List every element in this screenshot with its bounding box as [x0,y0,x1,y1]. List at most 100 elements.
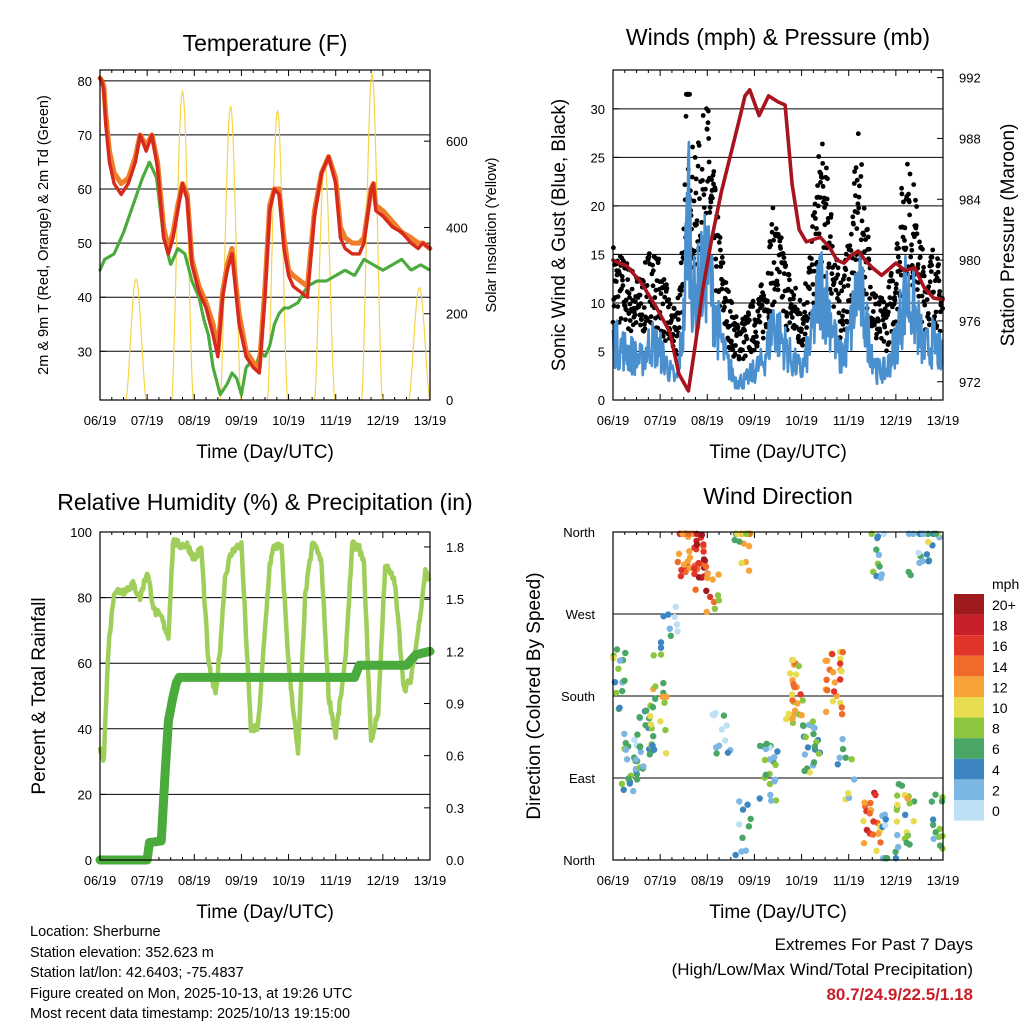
wind-speed-line [611,140,944,390]
direction-point [938,798,946,805]
gust-point [895,254,901,260]
gust-point [870,316,876,322]
direction-point [615,665,622,672]
gust-point [742,328,747,333]
direction-point [860,817,867,825]
direction-point [671,613,678,621]
latlon-text: Station lat/lon: 42.6403; -75.4837 [30,965,244,981]
gust-point [922,302,928,308]
gust-point [810,282,816,287]
gust-point [909,247,915,253]
gust-point [839,288,845,294]
gust-point [732,351,738,357]
humidity-ylabel: Percent & Total Rainfall [29,597,50,794]
gust-point [913,197,918,203]
direction-point [810,730,817,738]
gust-point [658,291,664,297]
humidity-y2tick-label: 0.0 [446,853,464,868]
gust-point [615,294,621,299]
insolation-curve [125,278,147,401]
gust-point [797,297,803,303]
direction-point [904,832,911,840]
direction-point [834,761,841,768]
gust-point [722,304,727,310]
gust-point [800,342,805,348]
direction-point [652,695,659,702]
gust-point [746,312,752,317]
speed-legend-label: 18 [992,618,1008,634]
direction-point [649,704,657,711]
gust-point [784,313,790,319]
gust-point [864,291,869,297]
wind_direction-ylabel: Direction (Colored By Speed) [524,572,545,819]
direction-point [622,746,630,753]
winds-ytick-label: 20 [591,199,605,214]
direction-point [837,660,844,667]
direction-point [798,712,805,719]
gust-point [678,260,684,266]
gust-point [908,254,914,260]
gust-point [780,293,786,299]
gust-point [800,321,806,326]
gust-point [921,265,926,270]
direction-point [643,707,650,714]
gust-point [850,214,856,220]
direction-point [762,771,770,778]
direction-point [632,756,640,763]
gust-point [825,176,830,182]
gust-point [677,292,683,298]
gust-point [810,224,815,230]
direction-point [860,840,868,847]
gust-point [662,294,668,300]
gust-point [795,307,800,312]
direction-point [839,735,846,743]
gust-point [620,277,625,283]
temperature-ytick-label: 30 [78,344,92,359]
speed-legend-label: 20+ [992,597,1016,613]
direction-point [810,759,818,766]
elevation-text: Station elevation: 352.623 m [30,944,214,961]
direction-point [788,691,796,698]
direction-point [761,756,769,764]
gust-point [744,336,750,342]
direction-point [650,733,657,740]
winds-ytick-label: 30 [591,102,605,117]
gust-point [848,231,854,237]
wind_direction-xtick-label: 06/19 [597,873,630,888]
gust-point [856,194,862,200]
gust-point [754,334,759,339]
direction-point [789,656,797,664]
gust-point [832,262,838,268]
direction-point [612,689,620,697]
gust-point [627,295,632,300]
direction-point [637,748,644,756]
direction-point [713,744,720,751]
direction-point [804,744,812,751]
speed-legend-label: 8 [992,721,1000,737]
gust-point [759,282,764,288]
gust-point [626,290,632,296]
direction-point [829,650,836,658]
gust-point [705,108,711,114]
gust-point [694,218,700,224]
direction-point [861,799,868,806]
direction-point [893,806,900,814]
gust-point [677,325,682,331]
gust-point [700,178,705,183]
gust-point [892,297,898,303]
direction-point [791,683,798,691]
wind_direction-xtick-label: 08/19 [691,873,724,888]
extremes-values: 80.7/24.9/22.5/1.18 [826,985,973,1004]
direction-point [811,724,818,732]
gust-point [663,338,668,343]
gust-point [913,223,919,229]
gust-point [699,166,705,172]
gust-point [820,141,825,147]
direction-point [675,550,683,557]
direction-point [661,699,668,706]
gust-point [903,245,909,251]
gust-point [712,187,718,193]
winds-y2tick-label: 980 [959,253,981,268]
humidity-y2tick-label: 0.3 [446,801,464,816]
gust-point [615,304,621,309]
